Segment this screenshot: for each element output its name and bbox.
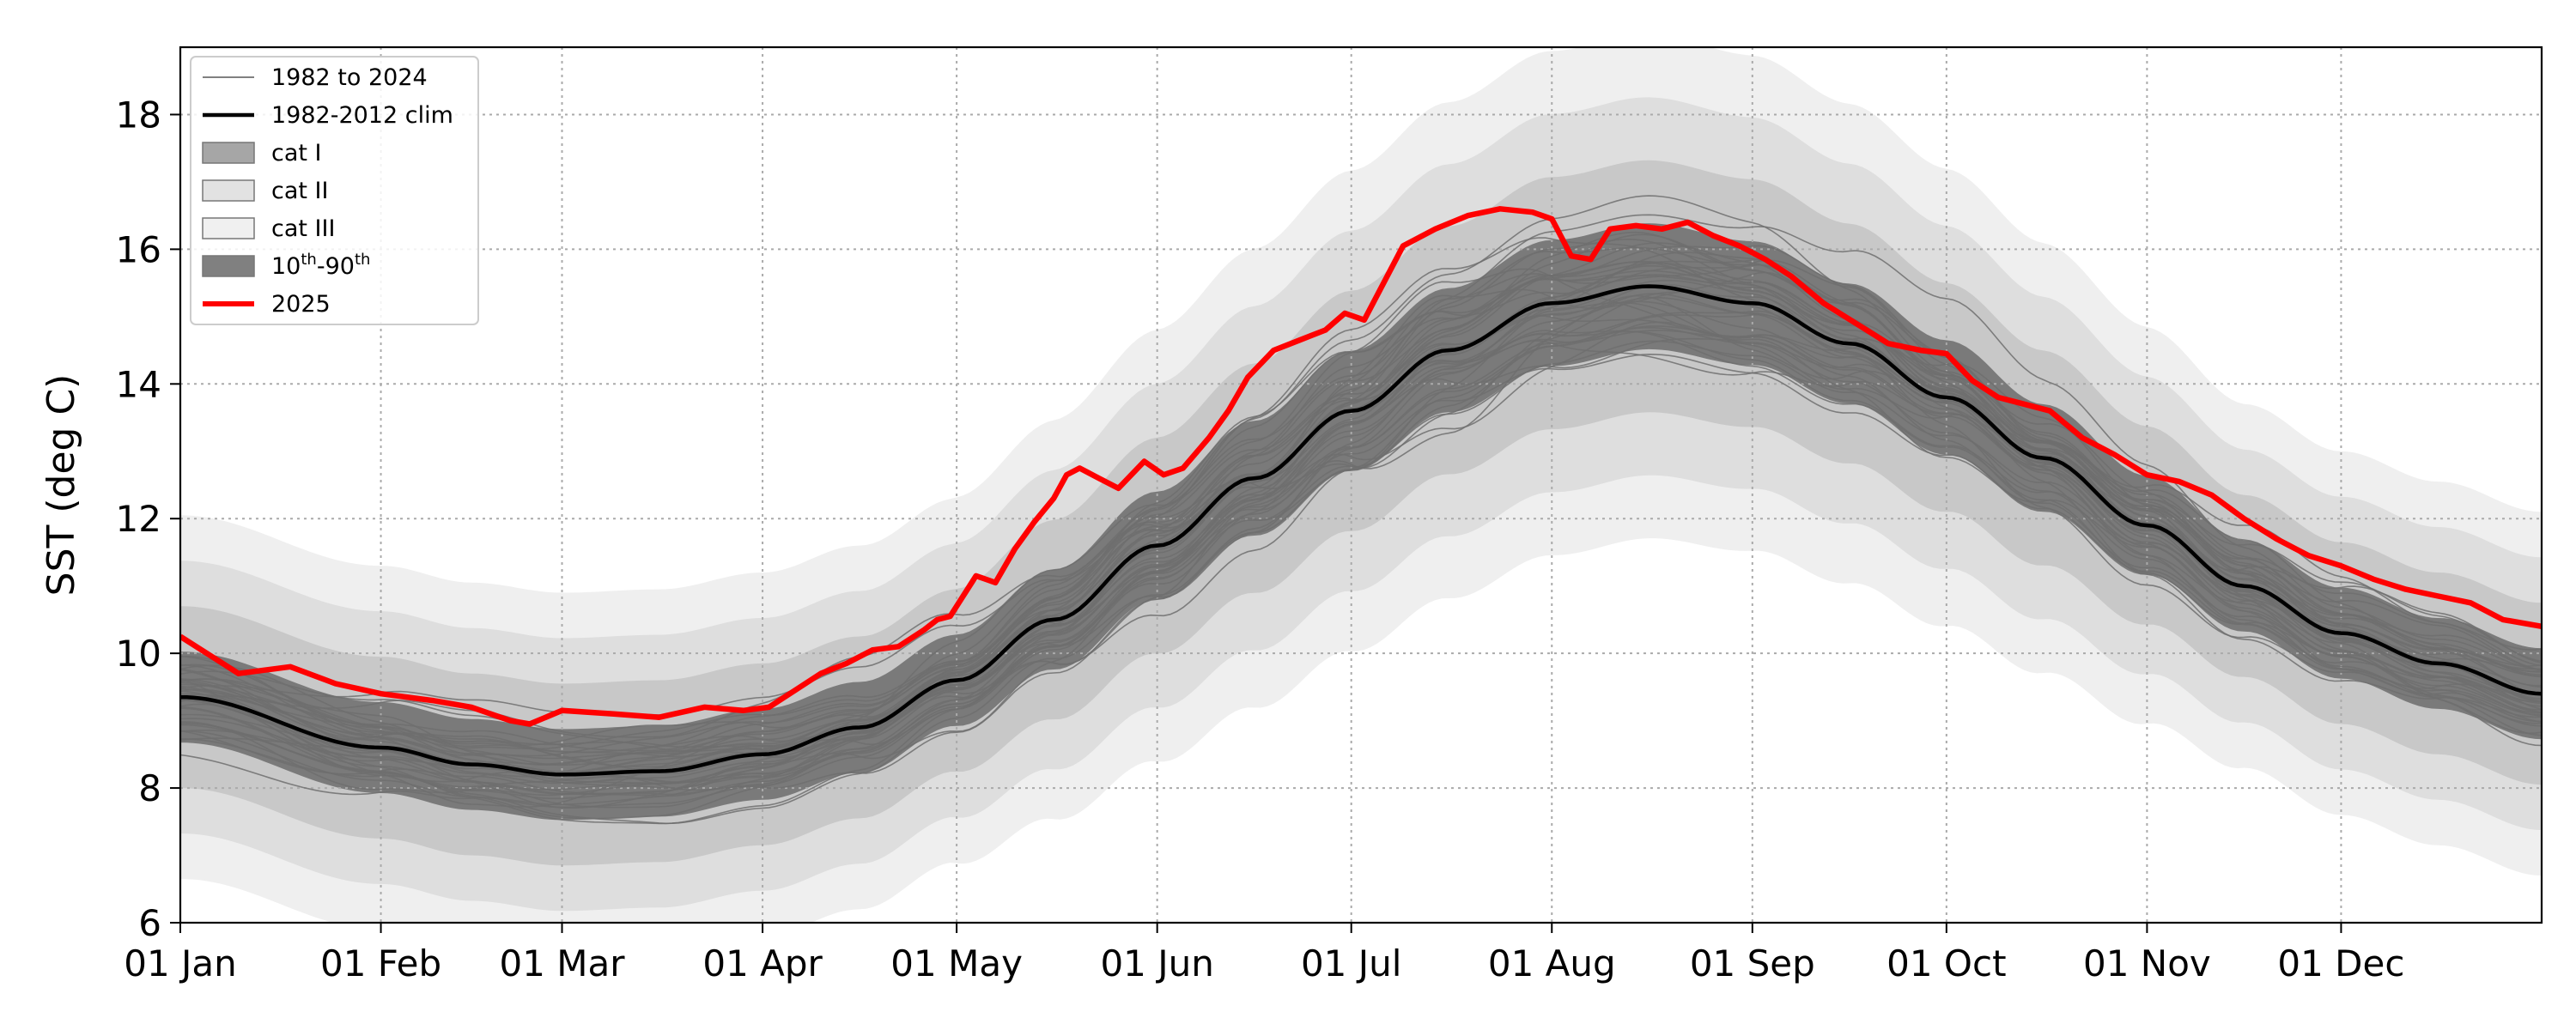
historical-year-line bbox=[180, 313, 2542, 806]
x-tick-label: 01 Nov bbox=[2083, 942, 2211, 985]
x-tick-label: 01 Jul bbox=[1301, 942, 1401, 985]
series-2025-line bbox=[180, 206, 2542, 727]
climatology-layer bbox=[180, 284, 2542, 777]
historical-year-line bbox=[180, 246, 2542, 753]
legend-label: 2025 bbox=[271, 291, 331, 318]
plot-frame bbox=[179, 45, 2543, 924]
threshold-bands bbox=[180, 47, 2542, 923]
y-tick-label: 16 bbox=[116, 228, 161, 270]
x-tick-label: 01 Dec bbox=[2277, 942, 2404, 985]
y-axis-label: SST (deg C) bbox=[39, 374, 83, 597]
historical-year-line bbox=[180, 330, 2542, 820]
y-tick-label: 14 bbox=[116, 363, 161, 405]
historical-year-line bbox=[180, 353, 2542, 797]
x-tick-label: 01 Jun bbox=[1100, 942, 1213, 985]
band-cat1 bbox=[180, 160, 2542, 866]
x-tick-label: 01 Sep bbox=[1690, 942, 1815, 985]
legend-swatch bbox=[202, 142, 255, 164]
legend-swatch bbox=[202, 179, 255, 202]
legend-label: cat III bbox=[271, 215, 335, 242]
y-tick-label: 6 bbox=[138, 902, 161, 944]
climatology-line bbox=[180, 284, 2542, 777]
historical-year-line bbox=[180, 330, 2542, 825]
legend-label: 1982-2012 clim bbox=[271, 102, 453, 129]
x-tick-label: 01 Oct bbox=[1886, 942, 2006, 985]
historical-year-line bbox=[180, 300, 2542, 791]
historical-year-line bbox=[180, 258, 2542, 774]
legend-swatch bbox=[202, 255, 255, 277]
legend-label: 10th-90th bbox=[271, 251, 370, 280]
x-tick-label: 01 Mar bbox=[499, 942, 625, 985]
x-tick-label: 01 Apr bbox=[702, 942, 823, 985]
historical-year-line bbox=[180, 233, 2542, 752]
y-tick-label: 8 bbox=[138, 767, 161, 809]
historical-year-line bbox=[180, 242, 2542, 757]
legend-box bbox=[190, 56, 479, 325]
historical-year-line bbox=[180, 195, 2542, 785]
y-tick-label: 18 bbox=[116, 94, 161, 136]
x-tick-label: 01 Jan bbox=[124, 942, 237, 985]
legend-label: 1982 to 2024 bbox=[271, 64, 428, 91]
historical-year-line bbox=[180, 294, 2542, 791]
y-tick-label: 10 bbox=[116, 633, 161, 675]
y-tick-label: 12 bbox=[116, 498, 161, 540]
x-tick-label: 01 May bbox=[890, 942, 1023, 985]
legend-swatch bbox=[202, 217, 255, 239]
x-tick-label: 01 Feb bbox=[320, 942, 441, 985]
axes: 6 8 10 12 14 16 18 01 Jan 01 Feb 01 Mar 01 Apr 01 M… bbox=[116, 94, 2405, 985]
legend: 1982 to 2024 1982-2012 clim cat I cat II cat… bbox=[190, 56, 479, 325]
legend-label: cat II bbox=[271, 178, 329, 204]
x-tick-label: 01 Aug bbox=[1488, 942, 1616, 985]
historical-year-line bbox=[180, 259, 2542, 748]
historical-year-line bbox=[180, 264, 2542, 768]
legend-label: cat I bbox=[271, 140, 322, 167]
historical-year-line bbox=[180, 264, 2542, 738]
series-2025-layer bbox=[180, 206, 2542, 727]
